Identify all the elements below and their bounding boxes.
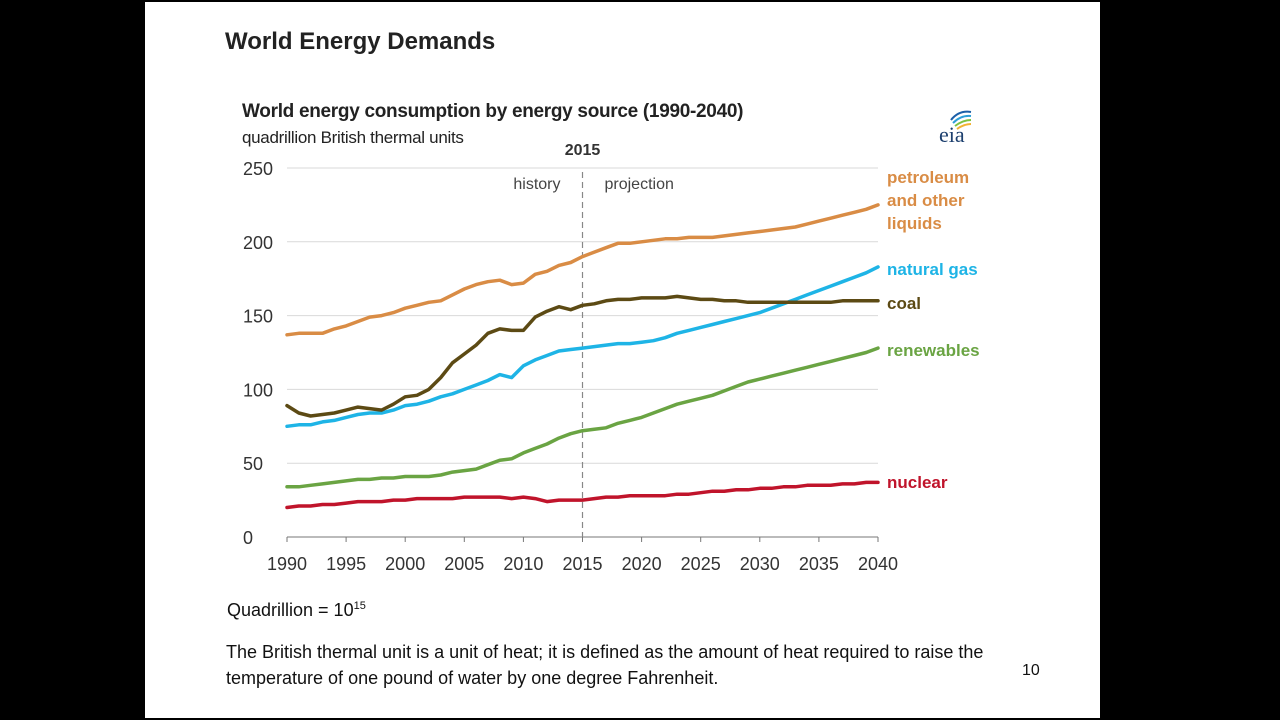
x-tick-label-2025: 2025	[681, 554, 721, 574]
quadrillion-exponent: 15	[353, 600, 366, 612]
energy-consumption-chart: 0 50 100 150 200 250 1990 1995 2000 2005 2010 2015 2…	[243, 142, 980, 574]
x-tick-label-2040: 2040	[858, 554, 898, 574]
page-number: 10	[1022, 662, 1040, 679]
slide-title: World Energy Demands	[225, 28, 496, 55]
y-tick-label-150: 150	[243, 307, 273, 327]
x-tick-label-2035: 2035	[799, 554, 839, 574]
quadrillion-note: Quadrillion = 1015	[227, 600, 366, 621]
y-tick-label-50: 50	[243, 454, 263, 474]
btu-definition: The British thermal unit is a unit of he…	[226, 642, 984, 688]
quadrillion-text: Quadrillion = 10	[227, 600, 354, 620]
x-tick-label-2010: 2010	[503, 554, 543, 574]
series-line-natural-gas	[285, 265, 880, 429]
series-label-nuclear: nuclear	[887, 473, 948, 492]
projection-label: projection	[605, 176, 674, 193]
series-label-petroleum-and-other-liquids-2: and other	[887, 191, 965, 210]
series-label-natural-gas: natural gas	[887, 260, 978, 279]
eia-logo-text: eia	[939, 122, 965, 146]
x-tick-label-2015: 2015	[562, 554, 602, 574]
history-label: history	[513, 176, 560, 193]
series-line-renewables	[285, 346, 880, 489]
x-tick-label-1990: 1990	[267, 554, 307, 574]
y-tick-label-0: 0	[243, 528, 253, 548]
series-line-nuclear	[285, 480, 880, 510]
chart-subtitle: quadrillion British thermal units	[242, 128, 464, 147]
series-label-renewables: renewables	[887, 341, 980, 360]
x-tick-label-2000: 2000	[385, 554, 425, 574]
series-line-petroleum-and-other-liquids	[285, 203, 880, 337]
slide: World Energy Demands World energy consum…	[145, 2, 1100, 718]
chart-title: World energy consumption by energy sourc…	[242, 101, 744, 122]
x-tick-label-2030: 2030	[740, 554, 780, 574]
x-tick-label-1995: 1995	[326, 554, 366, 574]
series-label-coal: coal	[887, 294, 921, 313]
x-tick-label-2020: 2020	[622, 554, 662, 574]
y-tick-label-200: 200	[243, 233, 273, 253]
eia-logo: eia	[939, 110, 972, 146]
x-tick-label-2005: 2005	[444, 554, 484, 574]
series-label-petroleum-and-other-liquids-3: liquids	[887, 214, 942, 233]
series-label-petroleum-and-other-liquids-1: petroleum	[887, 168, 969, 187]
y-tick-label-100: 100	[243, 380, 273, 400]
divider-year-label: 2015	[565, 142, 601, 159]
y-tick-label-250: 250	[243, 159, 273, 179]
series-line-coal	[285, 294, 880, 418]
